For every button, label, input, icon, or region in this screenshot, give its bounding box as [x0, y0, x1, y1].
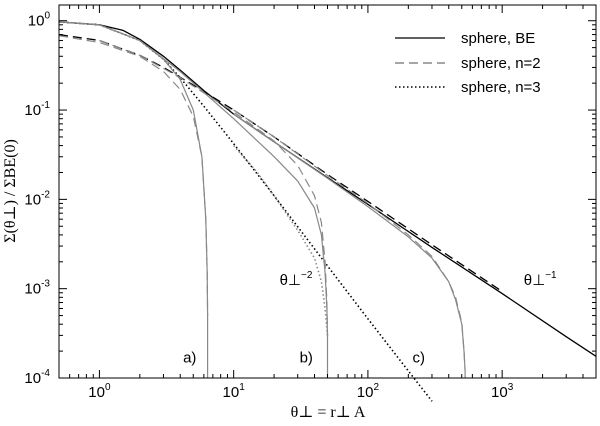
series-line-3	[58, 21, 433, 402]
plot-frame	[58, 4, 597, 379]
annotation-4: θ⊥−2	[280, 270, 313, 289]
y-axis-label: Σ(θ⊥) / ΣBE(0)	[2, 139, 19, 243]
y-tick-label: 10-2	[24, 189, 50, 208]
y-tick-label: 100	[28, 11, 51, 30]
legend-label-1: sphere, BE	[461, 30, 535, 47]
series-line-2	[58, 33, 503, 293]
annotation-5: θ⊥−1	[524, 270, 557, 289]
y-tick-label: 10-1	[24, 100, 50, 119]
annotation-2: b)	[300, 349, 313, 366]
x-tick-label: 101	[223, 382, 246, 401]
y-tick-label: 10-3	[24, 279, 50, 298]
x-tick-label: 102	[357, 382, 380, 401]
legend-label-3: sphere, n=3	[461, 79, 541, 96]
series-line-6	[58, 21, 329, 378]
series-line-10	[233, 109, 466, 371]
legend: sphere, BE sphere, n=2 sphere, n=3	[395, 30, 541, 96]
annotations-layer: a) b) c) θ⊥−2 θ⊥−1	[183, 270, 557, 366]
x-axis-label: θ⊥ = r⊥ A	[291, 404, 366, 421]
series-line-7	[99, 39, 329, 336]
annotation-1: a)	[183, 349, 196, 366]
curves-layer	[58, 21, 597, 402]
y-tick-label: 10-4	[24, 368, 50, 387]
annotation-3: c)	[413, 349, 426, 366]
legend-label-2: sphere, n=2	[461, 55, 541, 72]
series-line-5	[58, 35, 209, 316]
ticks-layer: 100 101 102 103 100 10-1 10-2 10-3 10-4	[24, 5, 597, 401]
x-tick-label: 103	[491, 382, 514, 401]
series-line-8	[233, 145, 329, 336]
x-tick-label: 100	[88, 382, 111, 401]
